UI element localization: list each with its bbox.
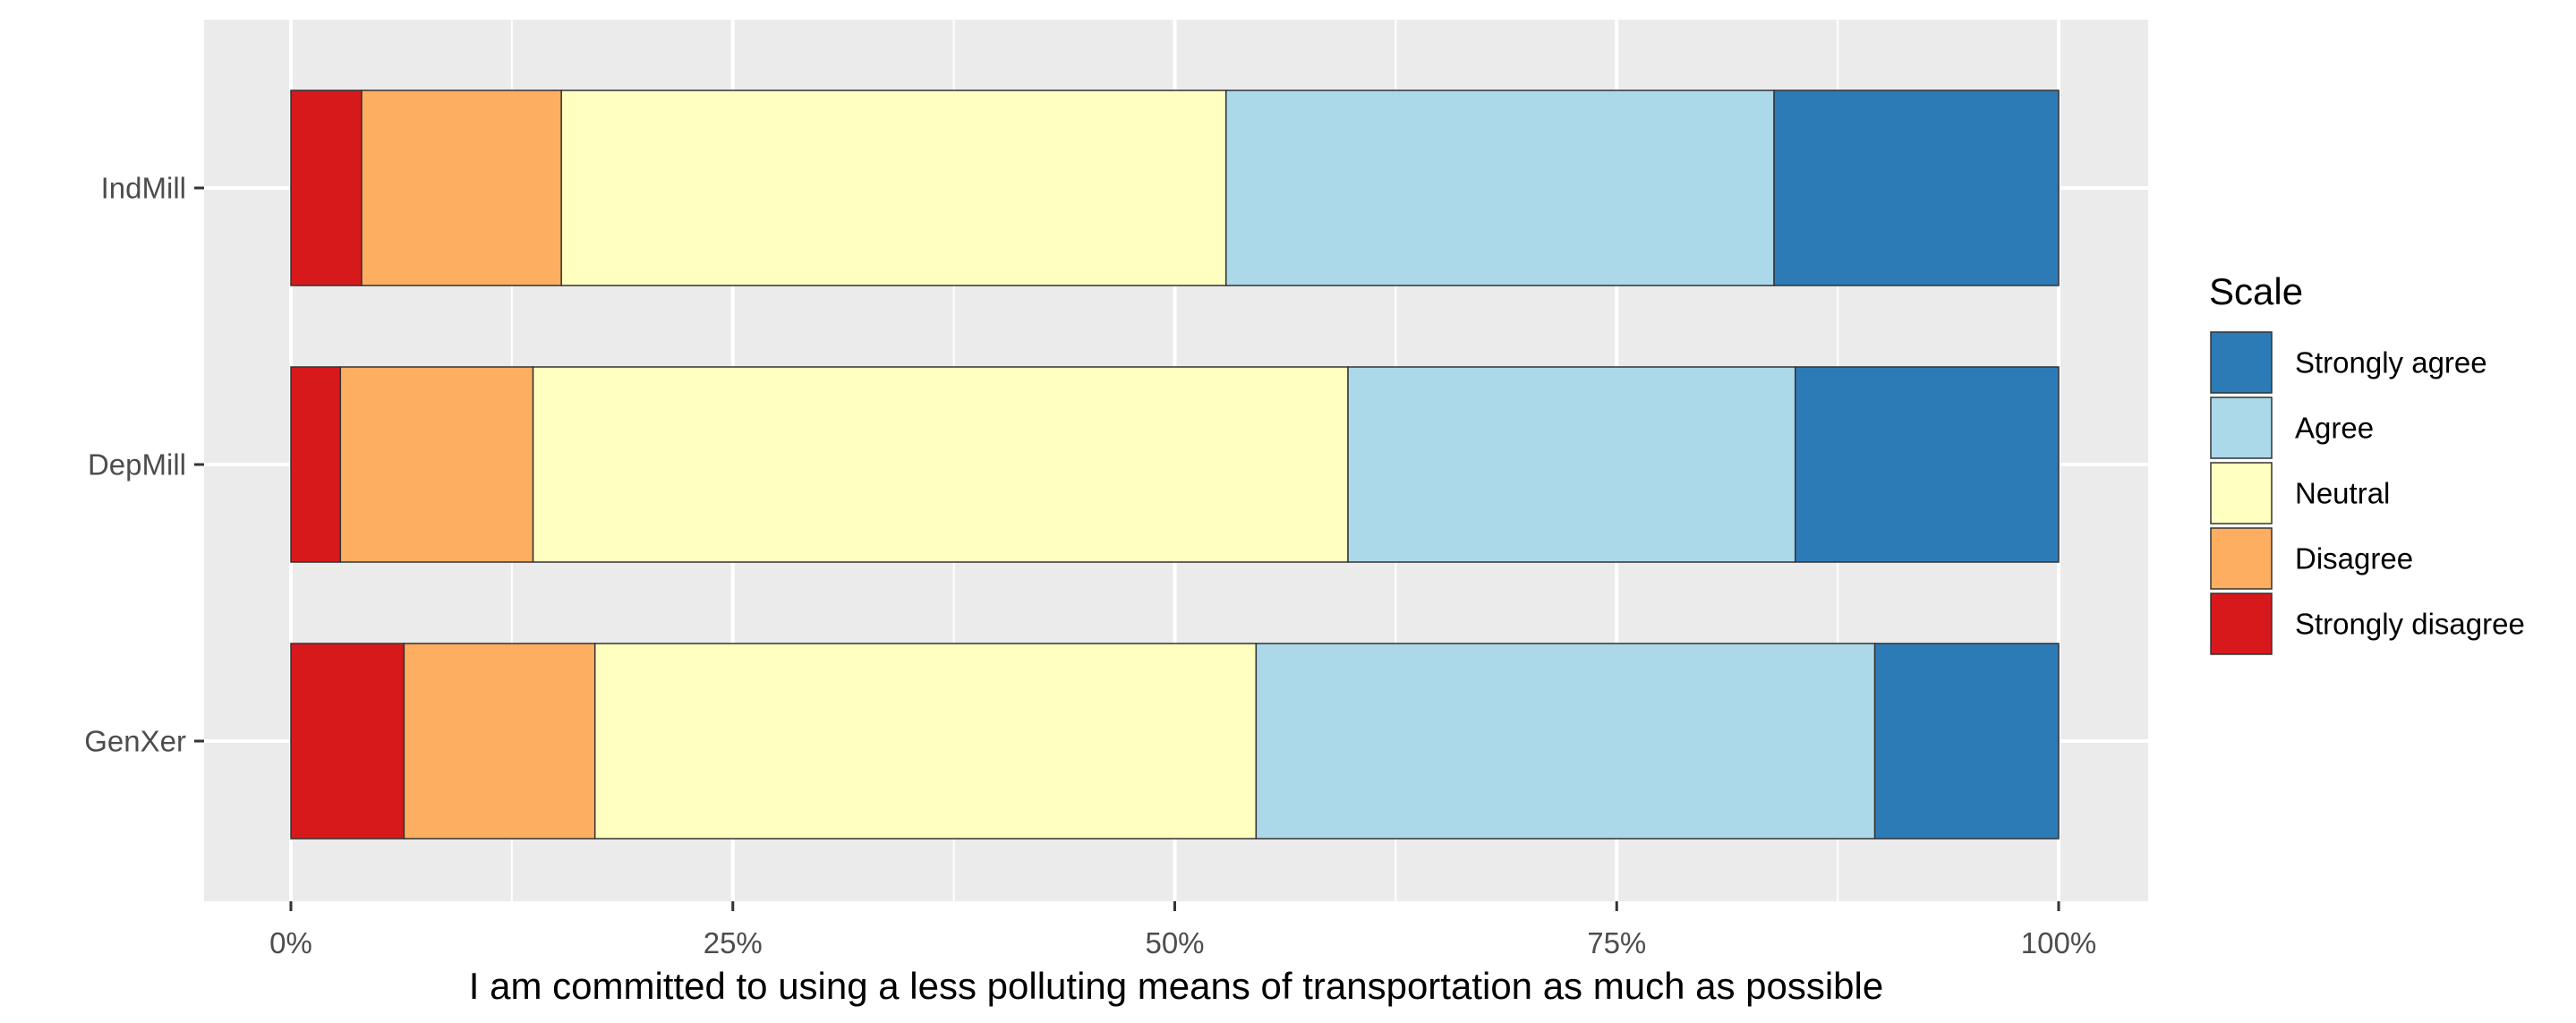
legend-label-neutral: Neutral [2295, 477, 2390, 510]
y-tick-label-genxer: GenXer [84, 725, 186, 758]
bar-depmill-strongly-agree[interactable] [1794, 366, 2060, 563]
bar-depmill-strongly-disagree[interactable] [290, 366, 342, 563]
y-tick-label-indmill: IndMill [101, 172, 186, 205]
bar-depmill-disagree[interactable] [339, 366, 534, 563]
legend-key-neutral [2210, 462, 2273, 524]
bar-genxer-neutral[interactable] [593, 643, 1258, 840]
bar-indmill-strongly-disagree[interactable] [290, 90, 363, 286]
legend-title: Scale [2209, 270, 2303, 312]
bar-indmill-disagree[interactable] [361, 90, 562, 286]
legend-key-strongly-agree [2210, 331, 2273, 394]
legend-key-agree [2210, 396, 2273, 459]
bar-indmill-neutral[interactable] [560, 90, 1227, 286]
legend-key-disagree [2210, 527, 2273, 590]
bar-depmill-neutral[interactable] [532, 366, 1349, 563]
legend-label-strongly-disagree: Strongly disagree [2295, 608, 2525, 641]
x-tick-label: 50% [1145, 926, 1204, 959]
bar-depmill-agree[interactable] [1347, 366, 1796, 563]
x-axis-title: I am committed to using a less polluting… [469, 965, 1883, 1007]
legend-label-disagree: Disagree [2295, 542, 2413, 575]
bar-indmill-strongly-agree[interactable] [1773, 90, 2060, 286]
bar-genxer-agree[interactable] [1255, 643, 1876, 840]
y-tick-label-depmill: DepMill [88, 448, 186, 482]
x-tick-label: 75% [1587, 926, 1646, 959]
bar-genxer-disagree[interactable] [403, 643, 596, 840]
x-tick-label: 25% [704, 926, 763, 959]
bar-genxer-strongly-agree[interactable] [1873, 643, 2060, 840]
x-tick-label: 100% [2021, 926, 2096, 959]
legend-key-strongly-disagree [2210, 592, 2273, 655]
legend-label-strongly-agree: Strongly agree [2295, 346, 2487, 379]
bar-indmill-agree[interactable] [1225, 90, 1775, 286]
x-tick-label: 0% [269, 926, 312, 959]
legend-label-agree: Agree [2295, 412, 2374, 445]
bar-genxer-strongly-disagree[interactable] [290, 643, 405, 840]
